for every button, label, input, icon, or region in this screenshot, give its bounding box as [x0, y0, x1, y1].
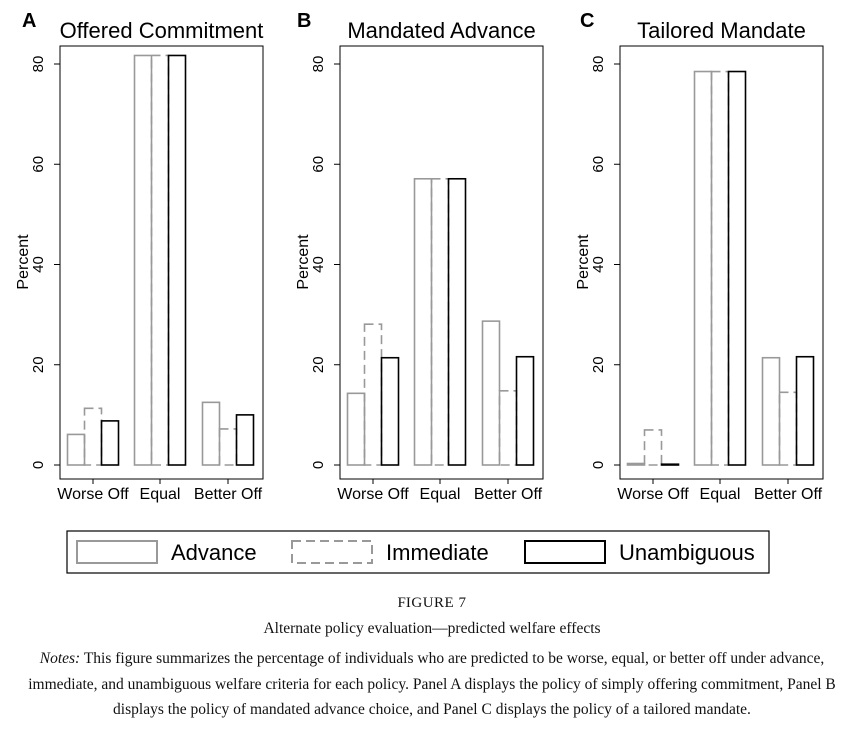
figure-label-prefix: F [397, 595, 406, 611]
panel-b-letter: B [297, 10, 311, 32]
panel-a-xtick-label-better-off: Better Off [194, 486, 263, 503]
panel-b-xtick-label-equal: Equal [420, 486, 461, 503]
legend-label-unambiguous: Unambiguous [619, 540, 755, 565]
panel-c-bar-immediate-equal [710, 70, 730, 466]
panel-c-bar-unambiguous-better-off [795, 355, 815, 466]
panel-b-ytick-label-60: 60 [310, 156, 327, 173]
panel-b-bar-immediate-equal [430, 177, 450, 466]
panel-c: C Tailored Mandate 0 20 40 60 80 Percent Worse O… [575, 10, 824, 503]
panel-a-bar-immediate-better-off [218, 428, 238, 466]
panel-b-bar-immediate-worse-off [363, 323, 383, 466]
panel-b-bar-advance-worse-off [346, 392, 366, 466]
panel-a-plot-frame [59, 45, 264, 480]
panel-c-plot-frame [619, 45, 824, 480]
panel-b-bar-unambiguous-better-off [515, 355, 535, 466]
panel-a-bar-immediate-equal [150, 54, 170, 466]
panel-c-bar-advance-better-off [761, 356, 781, 466]
panel-a-title: Offered Commitment [60, 18, 264, 43]
panel-a-ytick-label-20: 20 [30, 356, 47, 373]
panel-c-ytick-label-0: 0 [590, 461, 607, 469]
panel-b-bar-advance-better-off [481, 320, 501, 466]
panel-a-ytick-label-60: 60 [30, 156, 47, 173]
panel-c-ytick-label-20: 20 [590, 356, 607, 373]
panel-c-bar-unambiguous-equal [727, 70, 747, 466]
panel-c-xtick-label-equal: Equal [700, 486, 741, 503]
figure-notes: Notes: This figure summarizes the percen… [10, 646, 854, 723]
panel-c-ylabel: Percent [575, 234, 592, 290]
panel-b: B Mandated Advance 0 20 40 60 80 Percent Worse O… [295, 10, 544, 503]
panel-c-xtick-label-worse-off: Worse Off [617, 486, 689, 503]
panel-a-bar-advance-equal [133, 54, 153, 466]
panel-b-ytick-label-40: 40 [310, 256, 327, 273]
legend-key-unambiguous [524, 540, 606, 564]
legend-key-immediate [291, 540, 373, 564]
panel-c-title: Tailored Mandate [637, 18, 806, 43]
panel-c-ytick-label-40: 40 [590, 256, 607, 273]
panel-a-bar-unambiguous-better-off [235, 414, 255, 466]
panel-a-ytick-label-80: 80 [30, 56, 47, 73]
panel-c-ytick-label-80: 80 [590, 56, 607, 73]
figure-label-rest: IGURE 7 [405, 595, 467, 611]
panel-b-bar-unambiguous-equal [447, 177, 467, 466]
figure-7-chart: A Offered Commitment 0 20 40 60 80 Percent Worse… [15, 10, 824, 574]
panel-b-bar-immediate-better-off [498, 390, 518, 466]
panel-b-xtick-label-worse-off: Worse Off [337, 486, 409, 503]
panel-b-ytick-label-80: 80 [310, 56, 327, 73]
panel-b-ytick-label-20: 20 [310, 356, 327, 373]
panel-b-ylabel: Percent [295, 234, 312, 290]
figure-title: Alternate policy evaluation—predicted we… [263, 620, 601, 637]
legend: Advance Immediate Unambiguous [66, 530, 770, 574]
panel-a-bar-unambiguous-equal [167, 54, 187, 466]
panel-c-xtick-label-better-off: Better Off [754, 486, 823, 503]
panel-a-bar-advance-better-off [201, 401, 221, 466]
panel-c-letter: C [580, 10, 594, 32]
panel-b-bar-advance-equal [413, 177, 433, 466]
panel-b-title: Mandated Advance [347, 18, 535, 43]
notes-text: This figure summarizes the percentage of… [28, 650, 836, 718]
panel-a-ytick-label-0: 0 [30, 461, 47, 469]
panel-c-bar-unambiguous-worse-off [660, 463, 680, 466]
panel-c-bar-advance-equal [693, 70, 713, 466]
panel-a-bar-unambiguous-worse-off [100, 420, 120, 466]
legend-label-immediate: Immediate [386, 540, 489, 565]
panel-c-bar-advance-worse-off [626, 462, 646, 466]
panel-c-bar-immediate-worse-off [643, 429, 663, 466]
panel-a-bar-immediate-worse-off [83, 407, 103, 466]
panel-a-letter: A [22, 10, 36, 32]
panel-c-ytick-label-60: 60 [590, 156, 607, 173]
panel-a-xtick-label-worse-off: Worse Off [57, 486, 129, 503]
panel-b-plot-frame [339, 45, 544, 480]
figure-label: FIGURE 7 [10, 595, 854, 612]
panel-b-xtick-label-better-off: Better Off [474, 486, 543, 503]
panel-b-ytick-label-0: 0 [310, 461, 327, 469]
notes-label: Notes: [39, 650, 81, 667]
panel-a-ytick-label-40: 40 [30, 256, 47, 273]
panel-a-xtick-label-equal: Equal [140, 486, 181, 503]
panel-a: A Offered Commitment 0 20 40 60 80 Percent Worse… [15, 10, 264, 503]
legend-box [66, 530, 770, 574]
panel-a-ylabel: Percent [15, 234, 32, 290]
legend-key-advance [76, 540, 158, 564]
legend-label-advance: Advance [171, 540, 257, 565]
panel-b-bar-unambiguous-worse-off [380, 356, 400, 466]
panel-a-bar-advance-worse-off [66, 433, 86, 466]
panel-c-bar-immediate-better-off [778, 391, 798, 466]
